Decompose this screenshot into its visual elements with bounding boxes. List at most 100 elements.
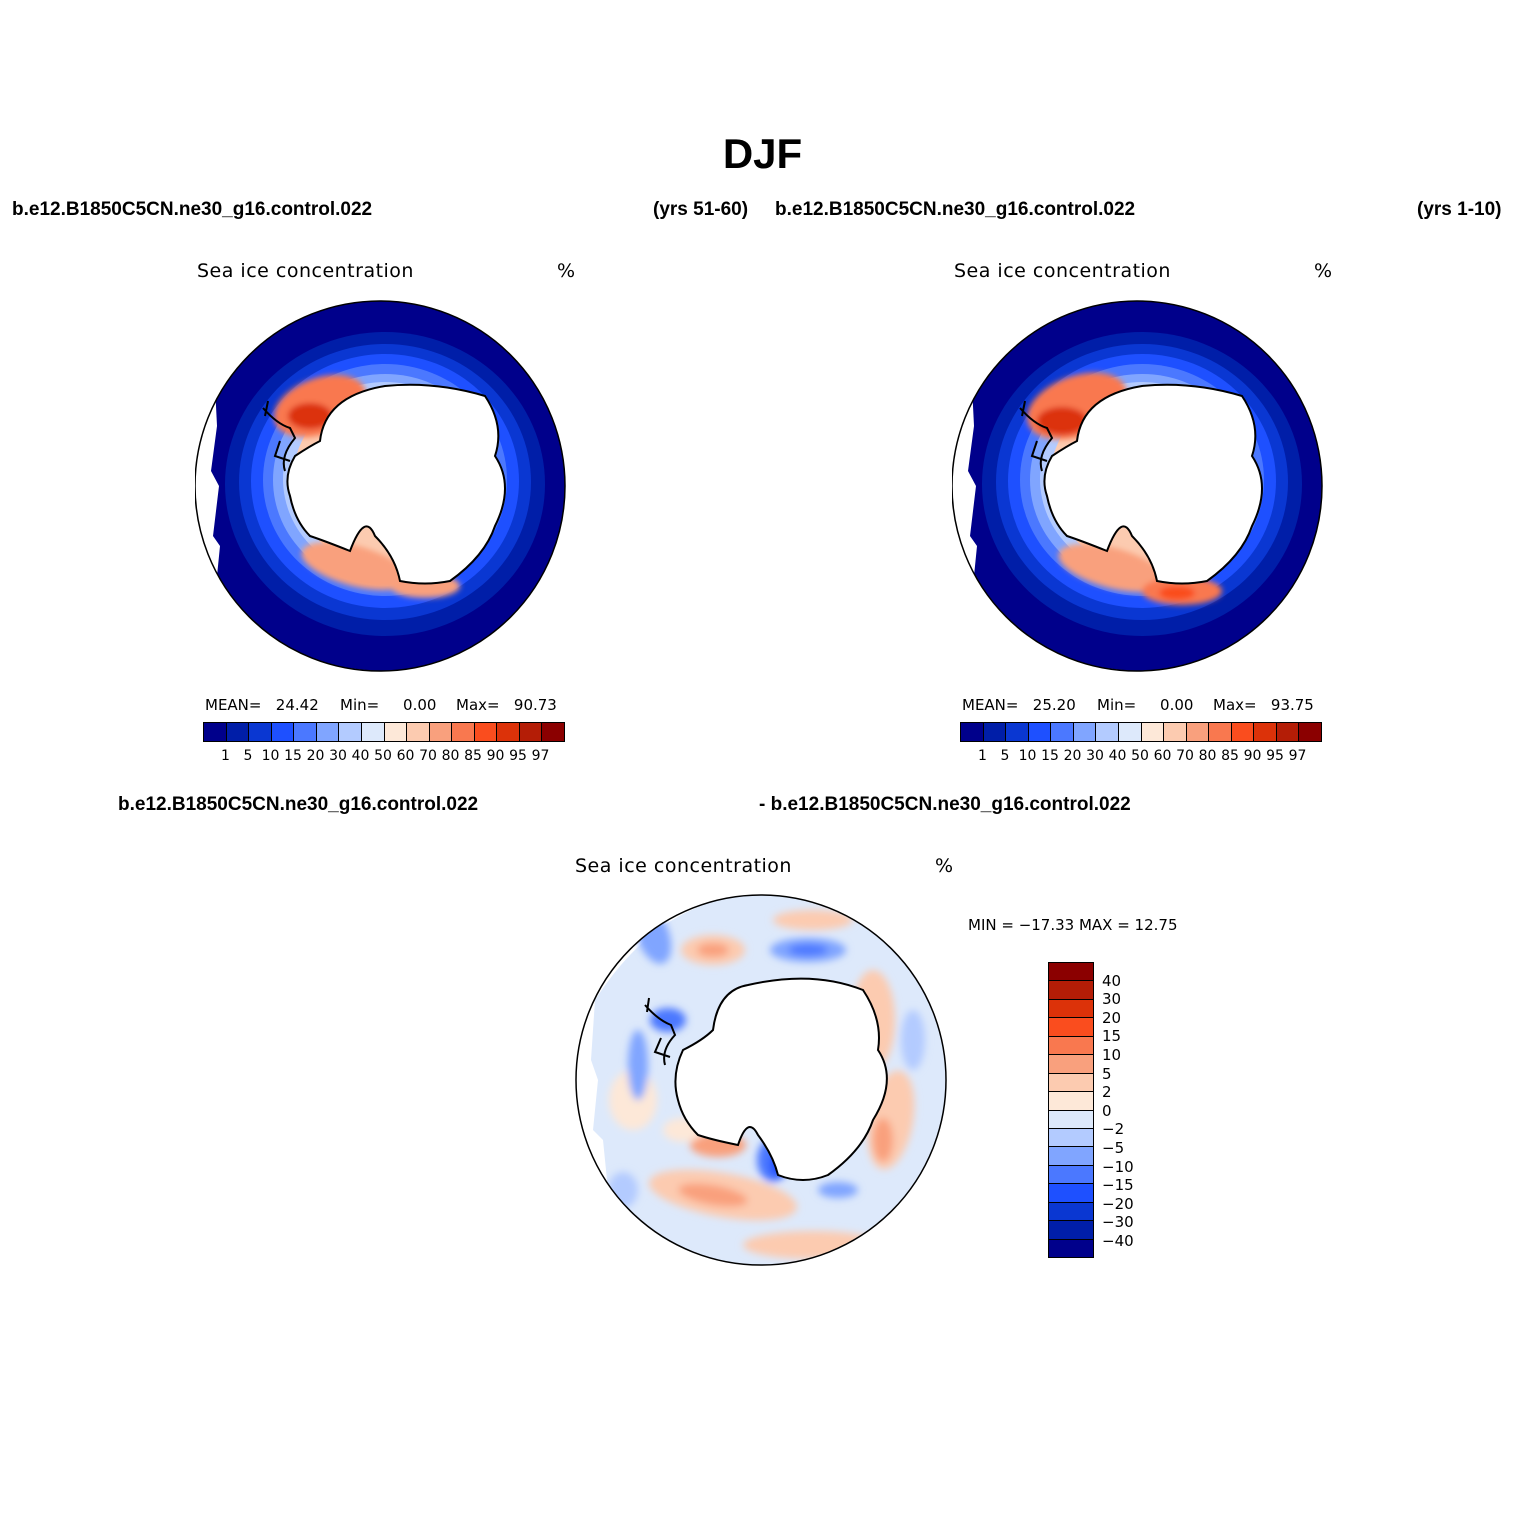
panel1-stats-max: Max= 90.73 (456, 696, 557, 714)
panel2-colorbar-swatch (1073, 723, 1097, 741)
panel2-colorbar-tick-label: 97 (1288, 748, 1307, 764)
panel1-colorbar-tick-label: 10 (261, 748, 280, 764)
diff-colorbar-swatch (1049, 1092, 1093, 1111)
panel1-mean-label: MEAN= (205, 696, 262, 714)
panel1-colorbar-tick-label: 15 (284, 748, 302, 764)
diff-anomaly-field (576, 895, 946, 1265)
diff-colorbar-tick-label: 10 (1102, 1046, 1122, 1064)
panel1-max-label: Max= (456, 696, 500, 714)
diff-colorbar-swatch (1049, 1239, 1093, 1257)
panel2-max-label: Max= (1213, 696, 1257, 714)
panel1-stats-min: Min= 0.00 (340, 696, 436, 714)
panel1-colorbar-tick-label: 5 (243, 748, 253, 764)
diff-polar-map (575, 894, 947, 1266)
panel2-colorbar-swatch (1164, 723, 1187, 741)
panel2-colorbar-tick-label: 5 (1000, 748, 1010, 764)
panel2-colorbar-swatch (983, 723, 1007, 741)
panel2-colorbar-swatch (961, 723, 984, 741)
panel2-colorbar-tick-label: 10 (1018, 748, 1037, 764)
panel2-colorbar-swatch (1051, 723, 1074, 741)
figure-title: DJF (722, 130, 803, 177)
panel2-colorbar-tick-label: 40 (1108, 748, 1127, 764)
panel2-colorbar-swatch (1209, 723, 1232, 741)
panel2-ice-field (952, 301, 1322, 671)
diff-colorbar-swatch (1049, 1055, 1093, 1074)
panel2-mean-label: MEAN= (962, 696, 1019, 714)
diff-colorbar-swatch (1049, 1165, 1093, 1185)
panel1-colorbar-swatch (249, 723, 272, 741)
panel2-stats-min: Min= 0.00 (1097, 696, 1193, 714)
panel2-colorbar-tick-label: 20 (1063, 748, 1082, 764)
panel2-colorbar-swatch (1028, 723, 1052, 741)
diff-colorbar-swatch (1049, 981, 1093, 1000)
panel1-units: % (557, 260, 576, 282)
panel2-colorbar-tick-label: 85 (1221, 748, 1239, 764)
panel2-colorbar-swatch (1096, 723, 1119, 741)
diff-colorbar-tick-label: −40 (1102, 1232, 1134, 1250)
panel1-colorbar-tick-label: 40 (351, 748, 370, 764)
panel1-colorbar-swatch (452, 723, 475, 741)
panel2-colorbar-swatch (1186, 723, 1210, 741)
panel1-colorbar-swatch (204, 723, 227, 741)
panel1-ice-field (195, 301, 565, 671)
diff-colorbar-swatch (1049, 1147, 1093, 1166)
panel1-colorbar-swatch (519, 723, 543, 741)
diff-colorbar-tick-label: 2 (1102, 1083, 1112, 1102)
diff-stats: MIN = −17.33 MAX = 12.75 (968, 916, 1178, 934)
diff-colorbar-swatch (1049, 1202, 1093, 1222)
diff-colorbar-tick-label: 5 (1102, 1064, 1112, 1083)
panel1-colorbar-swatch (226, 723, 250, 741)
panel1-min-value: 0.00 (403, 696, 437, 714)
panel2-colorbar-swatch (1231, 723, 1255, 741)
panel2-colorbar-tick-label: 1 (978, 748, 987, 764)
panel1-colorbar-tick-label: 60 (396, 748, 415, 764)
diff-case-label-a: b.e12.B1850C5CN.ne30_g16.control.022 (118, 794, 479, 815)
diff-colorbar-swatch (1049, 1128, 1093, 1148)
diff-colorbar-tick-label: 40 (1102, 971, 1122, 990)
panel1-colorbar-tick-label: 95 (509, 748, 527, 764)
diff-colorbar-tick-label: −10 (1102, 1157, 1134, 1176)
panel2-colorbar-tick-label: 90 (1243, 748, 1262, 764)
panel1-colorbar-swatch (384, 723, 408, 741)
panel2-stats-mean: MEAN= 25.20 (962, 696, 1076, 714)
panel1-colorbar-tick-label: 50 (374, 748, 392, 764)
panel2-min-label: Min= (1097, 696, 1137, 714)
panel1-colorbar-tick-label: 20 (306, 748, 325, 764)
diff-colorbar-tick-label: 15 (1102, 1027, 1122, 1046)
panel2-colorbar-tick-label: 80 (1198, 748, 1217, 764)
diff-colorbar-swatch (1049, 1036, 1093, 1056)
panel2-mean-value: 25.20 (1032, 696, 1076, 714)
panel2-polar-map (952, 300, 1323, 672)
panel2-colorbar-tick-label: 30 (1086, 748, 1104, 764)
panel2-max-value: 93.75 (1270, 696, 1314, 714)
diff-colorbar-tick-label: −15 (1102, 1176, 1134, 1195)
panel2-colorbar-swatch (1299, 723, 1321, 741)
panel1-colorbar-swatch (542, 723, 564, 741)
panel1-colorbar-swatch (429, 723, 453, 741)
diff-colorbar-tick-label: 30 (1102, 990, 1122, 1009)
panel2-colorbar-tick-label: 15 (1041, 748, 1059, 764)
panel1-colorbar-swatch (407, 723, 430, 741)
panel2-colorbar (960, 722, 1322, 742)
panel1-colorbar-swatch (339, 723, 362, 741)
panel1-colorbar-swatch (361, 723, 385, 741)
panel2-case-label: b.e12.B1850C5CN.ne30_g16.control.022 (775, 199, 1136, 220)
panel1-min-label: Min= (340, 696, 380, 714)
panel2-period: (yrs 1-10) (1417, 199, 1502, 220)
panel1-colorbar-tick-label: 70 (419, 748, 437, 764)
panel2-min-value: 0.00 (1160, 696, 1194, 714)
panel2-variable: Sea ice concentration (954, 260, 1171, 282)
panel1-colorbar-swatch (316, 723, 340, 741)
panel1-variable: Sea ice concentration (197, 260, 414, 282)
panel1-colorbar-swatch (271, 723, 295, 741)
diff-variable: Sea ice concentration (575, 855, 792, 877)
diff-colorbar (1048, 962, 1094, 1258)
panel2-units: % (1314, 260, 1333, 282)
panel2-colorbar-swatch (1276, 723, 1300, 741)
diff-colorbar-tick-label: −30 (1102, 1213, 1134, 1232)
panel2-colorbar-tick-label: 50 (1131, 748, 1149, 764)
panel1-colorbar-tick-label: 30 (329, 748, 347, 764)
diff-colorbar-tick-label: −20 (1102, 1194, 1134, 1213)
diff-colorbar-swatch (1049, 1018, 1093, 1037)
